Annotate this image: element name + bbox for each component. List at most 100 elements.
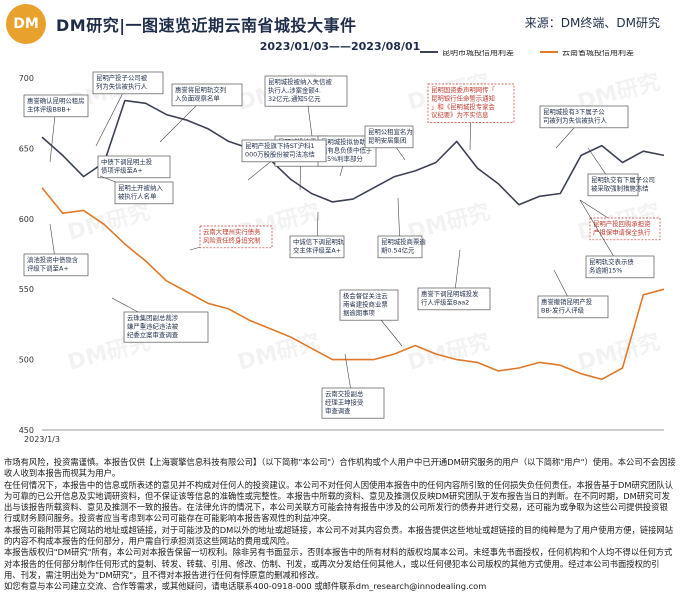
series-line-1 [41, 99, 665, 206]
annotation-text: 纪委立案审查调查 [127, 330, 179, 339]
series-lines [41, 99, 665, 381]
disclaimer-paragraph: 市场有风险，投资需谨慎。本报告仅供【上海寰擎信息科技有限公司】（以下简称"本公司… [4, 457, 676, 479]
disclaimer: 市场有风险，投资需谨慎。本报告仅供【上海寰擎信息科技有限公司】（以下简称"本公司… [4, 457, 676, 593]
annotation-frame [537, 295, 609, 319]
date-range: 2023/01/03——2023/08/01 [259, 40, 421, 53]
annotation-text: 被执行人名单 [118, 191, 157, 200]
annotation-frame [589, 217, 661, 241]
series-line-2 [41, 187, 665, 381]
source-note: 来源：DM终端、DM研究 [524, 16, 660, 30]
disclaimer-paragraph: 在任何情况下，本报告中的信息或所表述的意见并不构成对任何人的投资建议。本公司不对… [4, 479, 674, 524]
annotation-text: 昆明产投子公司被 [96, 73, 148, 82]
page-title: DM研究|一图速览近期云南省城投大事件 [56, 16, 357, 35]
annotation-text: 32亿元,通知5亿元 [268, 94, 321, 103]
annotation-text: 产担保申请保全执行 [593, 227, 651, 236]
annotation-text: 云南大理州实行债务 [203, 227, 261, 236]
annotation-frame [364, 125, 414, 149]
annotation-text: 昆明土开被纳入 [118, 183, 163, 192]
y-tick-label: 650 [19, 144, 34, 153]
annotation-frame [289, 235, 345, 259]
annotation-text: 执行人,涉案金额4. [268, 85, 321, 94]
annotation-text: 惠誉确认昆明公租房 [27, 96, 85, 105]
annotation-text: 行人评级至Baa2 [421, 297, 469, 306]
annotation-text: 昆明城投有3下属子公 [543, 107, 605, 116]
annotation-text: 昆明安居集团 [368, 135, 406, 144]
annotation-text: 昆明产投回购承担资 [593, 219, 651, 228]
axes: 450 500 550 600 650 700 2023/1/3 [19, 74, 664, 444]
annotation-frame [92, 71, 164, 95]
disclaimer-paragraph: 本报告版权归"DM研究"所有，本公司对本报告保留一切权利。除非另有书面显示，否则… [4, 547, 673, 580]
disclaimer-paragraph: 如您有意与本公司建立交流、合作等需求，或其他疑问，请电话联系400-0918-0… [4, 581, 487, 592]
annotation-text: 惠誉将昆明轨交列 [175, 85, 226, 94]
annotation-text: 嫌严重违纪违法被 [127, 321, 179, 330]
annotation-frame [199, 225, 273, 249]
annotation-frame [427, 83, 515, 123]
spread-line-chart: DM研究DM研究DM研究DM研究DM研究DM研究DM研究DM研究DM研究DM研究… [19, 50, 665, 444]
annotation-text: 昆明银行任命警示通知 [431, 93, 495, 102]
annotation-frame [339, 289, 399, 321]
annotation-text: 组有息负债中低于 [321, 145, 373, 154]
annotation-text: 极会督促关注云 [343, 291, 388, 300]
annotation-text: 云南交投副总 [325, 389, 364, 398]
annotation-text: 昆明国资委声明网传「 [431, 85, 496, 94]
annotation-text: 000万股股份被司法冻结 [245, 149, 315, 158]
annotation-frame [171, 83, 243, 107]
annotation-text: 滇池投资中债隐含 [27, 255, 79, 264]
annotation-text: 经理王坤接受 [325, 397, 364, 406]
header: DM DM研究|一图速览近期云南省城投大事件 来源：DM终端、DM研究 2023… [0, 0, 680, 60]
x-tick-label: 2023/1/3 [24, 435, 60, 444]
annotation-text: 风险责任终身追究制 [203, 235, 261, 244]
annotation-text: 中债下调昆明土投 [101, 157, 153, 166]
y-tick-label: 500 [19, 356, 34, 365]
annotation-text: 昆明城投被纳入失信被 [268, 77, 333, 86]
annotation-text: 列为失信被执行人 [96, 81, 148, 90]
annotation-frame [264, 75, 348, 107]
y-tick-label: 700 [19, 74, 34, 83]
annotation-text: 1.5%利率部分 [321, 154, 363, 163]
annotation-text: 」和《昆明城投专家会 [431, 102, 496, 111]
annotation-text: 司被列为失信被执行人 [543, 115, 608, 124]
annotation-text: BB-发行人评级 [541, 305, 585, 314]
annotation-frame [321, 387, 385, 419]
annotation-frame [587, 173, 639, 197]
disclaimer-paragraph: 本报告可能附带其它网站的地址或超链接，对于可能涉及的DM以外的地址或超链接，本公… [4, 524, 674, 547]
annotation-text: 惠誉下调昆明城投发 [421, 289, 479, 298]
legend-label: 昆明市城投信用利差 [442, 50, 514, 57]
annotation-text: 昆明城投拟协助重 [321, 137, 373, 146]
annotation-frame [97, 155, 171, 179]
watermark-text: DM研究 [235, 329, 323, 376]
annotation-text: 昆明城投商票逾 [381, 237, 426, 246]
annotation-frame [114, 181, 174, 205]
annotation-frame [123, 311, 209, 343]
annotation-text: 务逾期15% [589, 265, 622, 274]
annotation-text: 昆明轨交有下属子公司 [591, 175, 655, 184]
annotation-text: 议纪要》为不实信息 [431, 110, 489, 119]
watermark-text: DM研究 [405, 329, 493, 376]
annotation-text: 惠誉撤销昆明产投 [541, 297, 593, 306]
y-tick-label: 600 [19, 215, 34, 224]
annotation-text: 入负面观察名单 [175, 93, 220, 102]
annotation-frame [241, 139, 327, 163]
annotation-frame [539, 105, 629, 129]
annotation-text: 交主体评级至A+ [293, 245, 341, 254]
